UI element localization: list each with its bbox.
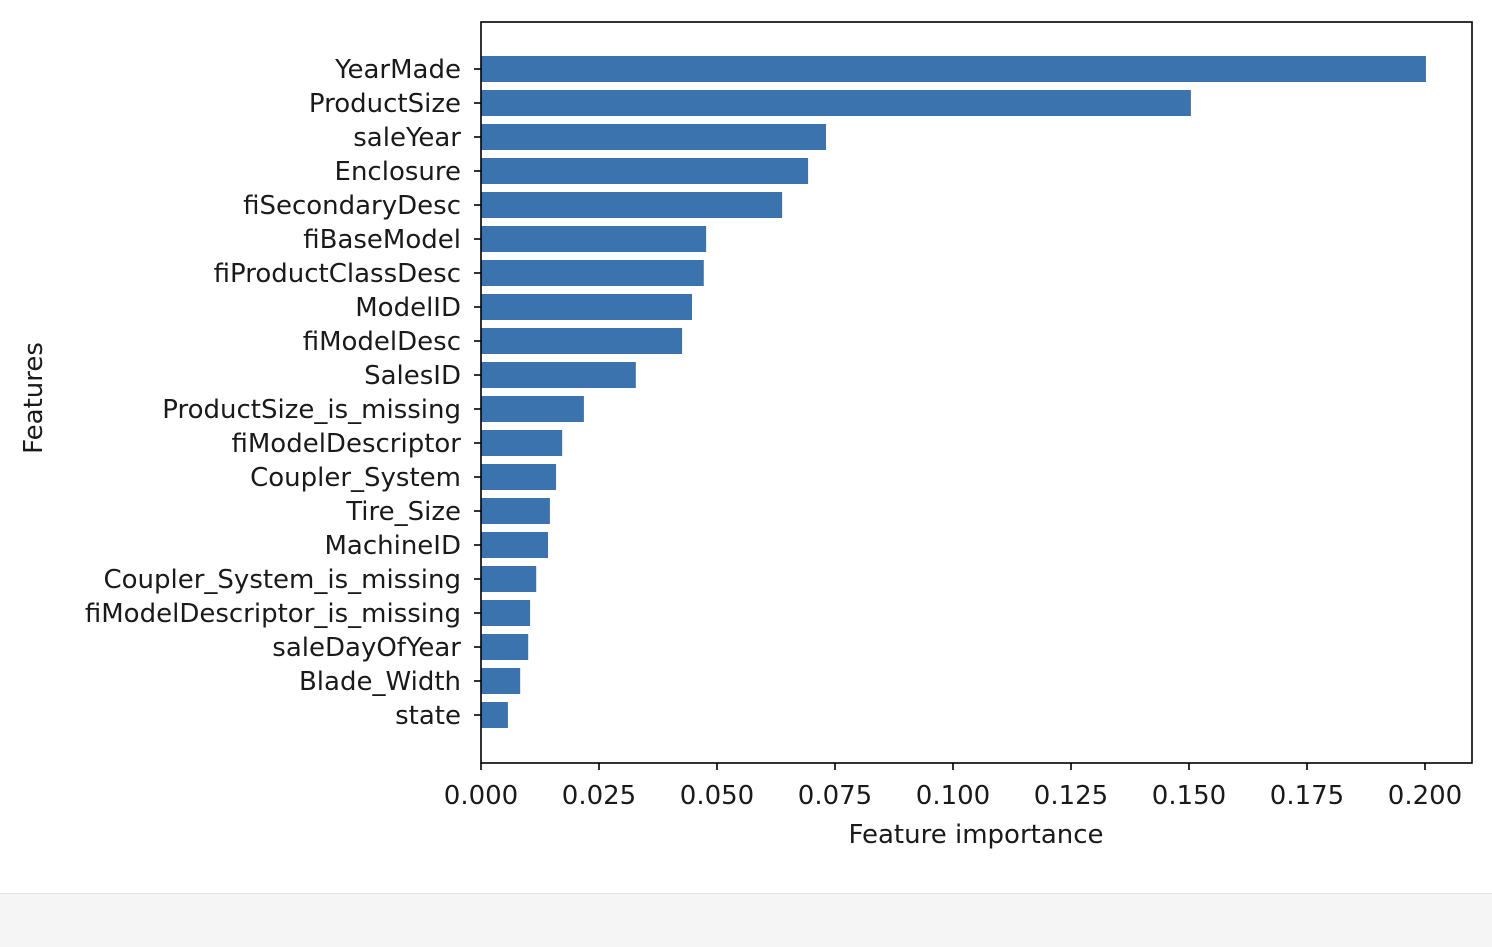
y-tick-label: fiModelDescriptor_is_missing [85,599,461,629]
y-tick-label: saleYear [353,123,461,153]
bar-saleDayOfYear [481,634,529,660]
y-tick-label: SalesID [364,361,461,391]
x-tick-label: 0.125 [1034,781,1108,811]
bar-SalesID [481,362,636,388]
x-tick-label: 0.175 [1270,781,1344,811]
bar-ProductSize_is_missing [481,396,584,422]
feature-importance-chart: YearMade ProductSize saleYear Enclosure fiSe… [19,21,1473,850]
bar-YearMade [481,56,1426,82]
y-axis-label: Features [19,342,49,454]
bar-MachineID [481,532,549,558]
y-tick-label: Blade_Width [299,667,461,697]
bar-fiBaseModel [481,226,707,252]
bar-fiSecondaryDesc [481,192,783,218]
bar-fiModelDesc [481,328,683,354]
x-tick-label: 0.075 [798,781,872,811]
x-tick-label: 0.100 [916,781,990,811]
x-tick-label: 0.050 [680,781,754,811]
x-tick-label: 0.200 [1388,781,1462,811]
y-tick-label: YearMade [334,55,461,85]
bar-state [481,702,508,728]
y-tick-label: fiProductClassDesc [214,259,461,289]
bar-ModelID [481,294,692,320]
y-tick-label: Enclosure [335,157,461,187]
bar-fiModelDescriptor [481,430,563,456]
x-axis-ticks: 0.000 0.025 0.050 0.075 0.100 0.125 0.150 0.175… [444,763,1462,811]
y-tick-label: fiBaseModel [303,225,461,255]
y-tick-label: MachineID [324,531,461,561]
output-area-footer [0,893,1492,947]
bars [481,56,1426,728]
x-tick-label: 0.000 [444,781,518,811]
bar-fiModelDescriptor_is_missing [481,600,531,626]
x-tick-label: 0.150 [1152,781,1226,811]
y-tick-label: Coupler_System [250,463,461,493]
bar-Coupler_System [481,464,557,490]
y-tick-label: Tire_Size [345,497,461,527]
bar-saleYear [481,124,827,150]
y-tick-label: state [395,701,461,731]
y-tick-label: fiModelDescriptor [231,429,461,459]
y-tick-label: fiSecondaryDesc [243,191,461,221]
bar-Coupler_System_is_missing [481,566,537,592]
x-tick-label: 0.025 [562,781,636,811]
bar-Tire_Size [481,498,550,524]
y-tick-label: saleDayOfYear [272,633,461,663]
y-tick-label: Coupler_System_is_missing [103,565,461,595]
plot-frame [480,21,1473,764]
y-tick-label: ProductSize_is_missing [162,395,461,425]
y-tick-label: ModelID [355,293,461,323]
bar-fiProductClassDesc [481,260,704,286]
bar-ProductSize [481,90,1191,116]
y-tick-label: ProductSize [309,89,461,119]
y-tick-label: fiModelDesc [303,327,461,357]
x-axis-label: Feature importance [848,820,1103,850]
y-axis-ticks: YearMade ProductSize saleYear Enclosure fiSe… [85,55,481,731]
bar-Enclosure [481,158,809,184]
bar-Blade_Width [481,668,521,694]
